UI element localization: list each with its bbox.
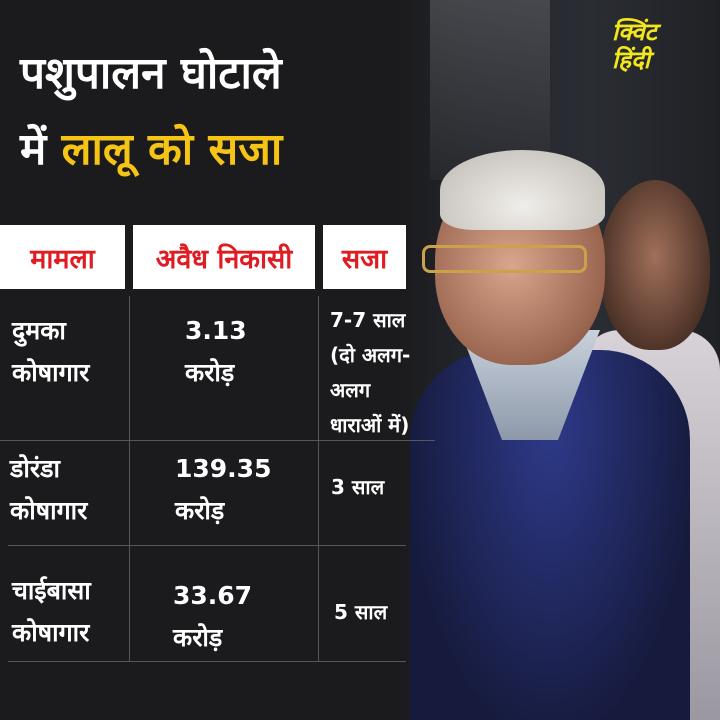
photo-lalu <box>400 0 720 720</box>
header-case: मामला <box>0 225 125 289</box>
headline-white: में <box>20 124 47 175</box>
divider <box>8 545 406 546</box>
case-cell: डोरंडा कोषागार <box>10 454 88 525</box>
headline-line2: में लालू को सजा <box>20 128 282 172</box>
divider <box>8 661 406 662</box>
case-cell: दुमका कोषागार <box>12 316 90 387</box>
divider <box>318 296 319 662</box>
divider <box>0 440 435 441</box>
header-amount: अवैध निकासी <box>133 225 315 289</box>
amount-cell: 139.35 करोड़ <box>175 454 272 525</box>
headline-yellow: लालू को सजा <box>61 124 283 175</box>
sentence-cell: 7-7 साल (दो अलग- अलग धाराओं में) <box>330 308 411 437</box>
sentence-cell: 3 साल <box>331 475 385 499</box>
divider <box>129 296 130 662</box>
sentence-cell: 5 साल <box>334 600 388 624</box>
headline-line1: पशुपालन घोटाले <box>20 48 282 99</box>
case-cell: चाईबासा कोषागार <box>12 576 91 647</box>
header-sentence: सजा <box>323 225 406 289</box>
amount-cell: 33.67 करोड़ <box>173 581 253 652</box>
amount-cell: 3.13 करोड़ <box>185 316 247 387</box>
quint-hindi-logo: क्विंट हिंदी <box>612 18 657 74</box>
